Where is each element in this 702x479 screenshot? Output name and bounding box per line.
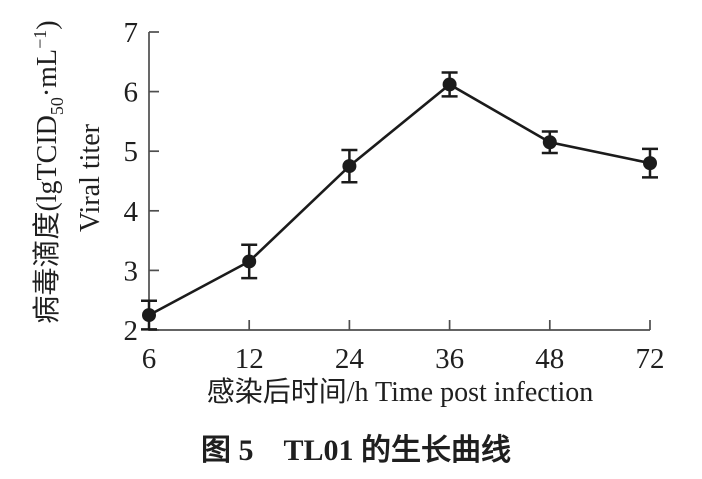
x-tick-label: 12 [235, 343, 264, 375]
data-point [242, 254, 257, 269]
x-tick-label: 6 [142, 343, 157, 375]
y-tick-label: 4 [124, 196, 139, 228]
y-tick-label: 3 [124, 255, 139, 287]
plot-area: 2 3 4 5 6 7 6 12 24 36 48 72 [124, 17, 665, 375]
y-axis-label-mid: ·mL [32, 49, 63, 97]
x-tick-label: 24 [335, 343, 365, 375]
x-tick-label: 36 [435, 343, 464, 375]
x-tick-label: 72 [636, 343, 665, 375]
y-tick-label: 2 [124, 315, 139, 347]
data-point [442, 77, 457, 92]
y-tick-label: 7 [124, 17, 139, 49]
y-axis-label-english: Viral titer [75, 123, 106, 232]
y-axis-label-subscript: 50 [47, 97, 67, 115]
y-axis-label-superscript: −1 [30, 30, 50, 49]
axis-frame [148, 32, 650, 331]
data-point [542, 135, 557, 150]
y-tick-label: 6 [124, 77, 139, 109]
y-tick-label: 5 [124, 136, 139, 168]
figure-caption: 图 5 TL01 的生长曲线 [201, 434, 511, 467]
y-axis-label-suffix: ) [32, 20, 63, 29]
y-axis-label-formula: 病毒滴度(lgTCID50·mL−1) [30, 20, 67, 323]
series-line [148, 82, 651, 317]
x-axis-label: 感染后时间/h Time post infection [207, 376, 594, 408]
data-point [142, 308, 156, 323]
x-tick-label: 48 [535, 343, 564, 375]
y-axis-label-prefix: 病毒滴度(lgTCID [31, 115, 63, 323]
data-point [643, 156, 657, 171]
data-point [342, 159, 357, 174]
